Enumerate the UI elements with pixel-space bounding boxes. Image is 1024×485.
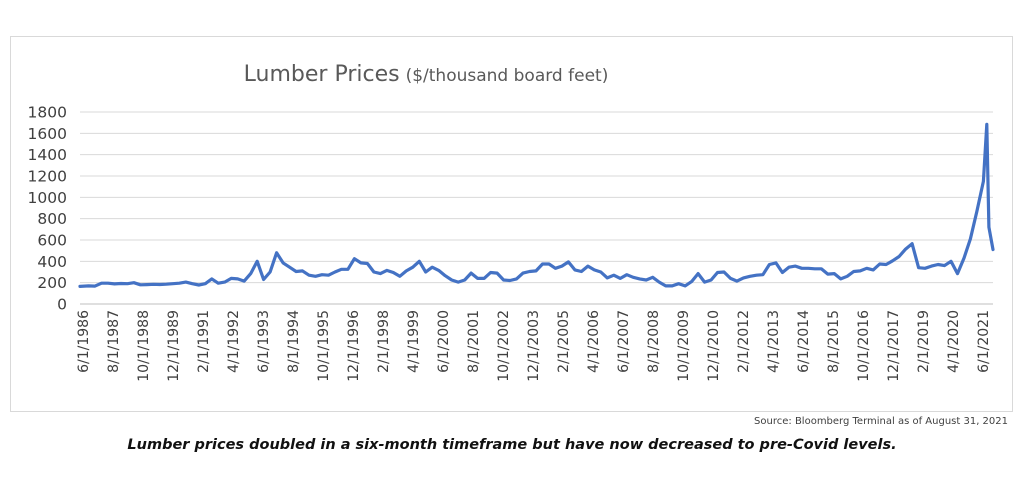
x-tick-label: 8/1/1994 bbox=[286, 310, 302, 373]
x-tick-label: 10/1/2002 bbox=[496, 310, 512, 382]
y-tick-label: 800 bbox=[37, 210, 67, 228]
lumber-price-line bbox=[78, 122, 995, 288]
x-tick-label: 6/1/2014 bbox=[796, 310, 812, 373]
x-tick-label: 12/1/1996 bbox=[346, 310, 362, 382]
x-tick-label: 12/1/1989 bbox=[166, 310, 182, 382]
x-tick-label: 10/1/1995 bbox=[316, 310, 332, 382]
x-tick-label: 8/1/2008 bbox=[646, 310, 662, 373]
x-tick-label: 8/1/2015 bbox=[826, 310, 842, 373]
x-tick-label: 6/1/2007 bbox=[616, 310, 632, 373]
x-tick-label: 8/1/1987 bbox=[106, 310, 122, 373]
chart-title-unit: ($/thousand board feet) bbox=[406, 66, 609, 86]
chart-frame: Lumber Prices ($/thousand board feet) 0 20… bbox=[10, 36, 1013, 412]
chart-title-main: Lumber Prices bbox=[244, 62, 400, 87]
x-axis-ticks: 6/1/1986 8/1/1987 10/1/1988 12/1/1989 2/1/19… bbox=[76, 310, 992, 382]
x-tick-label: 12/1/2017 bbox=[886, 310, 902, 382]
x-tick-label: 10/1/2016 bbox=[856, 310, 872, 382]
x-tick-label: 2/1/2005 bbox=[556, 310, 572, 373]
x-tick-label: 8/1/2001 bbox=[466, 310, 482, 373]
x-tick-label: 6/1/1986 bbox=[76, 310, 92, 373]
x-tick-label: 6/1/2000 bbox=[436, 310, 452, 373]
x-tick-label: 4/1/1992 bbox=[226, 310, 242, 373]
x-tick-label: 10/1/1988 bbox=[136, 310, 152, 382]
chart-caption: Lumber prices doubled in a six-month tim… bbox=[127, 437, 897, 453]
x-tick-label: 4/1/1999 bbox=[406, 310, 422, 373]
x-tick-label: 4/1/2020 bbox=[946, 310, 962, 373]
x-tick-label: 2/1/1991 bbox=[196, 310, 212, 373]
x-tick-label: 12/1/2003 bbox=[526, 310, 542, 382]
x-tick-label: 6/1/2021 bbox=[976, 310, 992, 373]
x-tick-label: 12/1/2010 bbox=[706, 310, 722, 382]
y-tick-label: 200 bbox=[37, 274, 67, 292]
x-tick-label: 2/1/2019 bbox=[916, 310, 932, 373]
y-tick-label: 400 bbox=[37, 253, 67, 271]
y-tick-label: 1400 bbox=[28, 146, 67, 164]
x-tick-label: 2/1/2012 bbox=[736, 310, 752, 373]
y-tick-label: 1800 bbox=[28, 104, 67, 122]
y-tick-label: 1000 bbox=[28, 189, 67, 207]
x-tick-label: 4/1/2013 bbox=[766, 310, 782, 373]
lumber-price-chart: Lumber Prices ($/thousand board feet) 0 20… bbox=[28, 62, 995, 382]
x-tick-label: 10/1/2009 bbox=[676, 310, 692, 382]
y-axis-ticks: 0 200 400 600 800 1000 1200 1400 1600 1800 bbox=[28, 104, 67, 314]
series-layer bbox=[78, 122, 995, 288]
x-tick-label: 4/1/2006 bbox=[586, 310, 602, 373]
chart-title: Lumber Prices ($/thousand board feet) bbox=[244, 62, 609, 87]
x-tick-label: 2/1/1998 bbox=[376, 310, 392, 373]
y-tick-label: 0 bbox=[57, 296, 67, 314]
y-tick-label: 1600 bbox=[28, 125, 67, 143]
source-note: Source: Bloomberg Terminal as of August … bbox=[754, 416, 1008, 427]
x-tick-label: 6/1/1993 bbox=[256, 310, 272, 373]
y-tick-label: 600 bbox=[37, 232, 67, 250]
y-tick-label: 1200 bbox=[28, 168, 67, 186]
gridlines bbox=[80, 111, 993, 305]
